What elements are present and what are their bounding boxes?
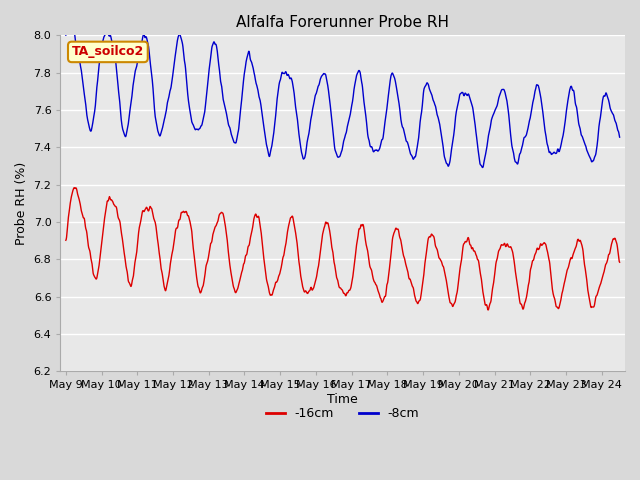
Legend: -16cm, -8cm: -16cm, -8cm (261, 402, 424, 425)
Y-axis label: Probe RH (%): Probe RH (%) (15, 162, 28, 245)
Text: TA_soilco2: TA_soilco2 (72, 46, 144, 59)
Title: Alfalfa Forerunner Probe RH: Alfalfa Forerunner Probe RH (236, 15, 449, 30)
X-axis label: Time: Time (327, 393, 358, 406)
